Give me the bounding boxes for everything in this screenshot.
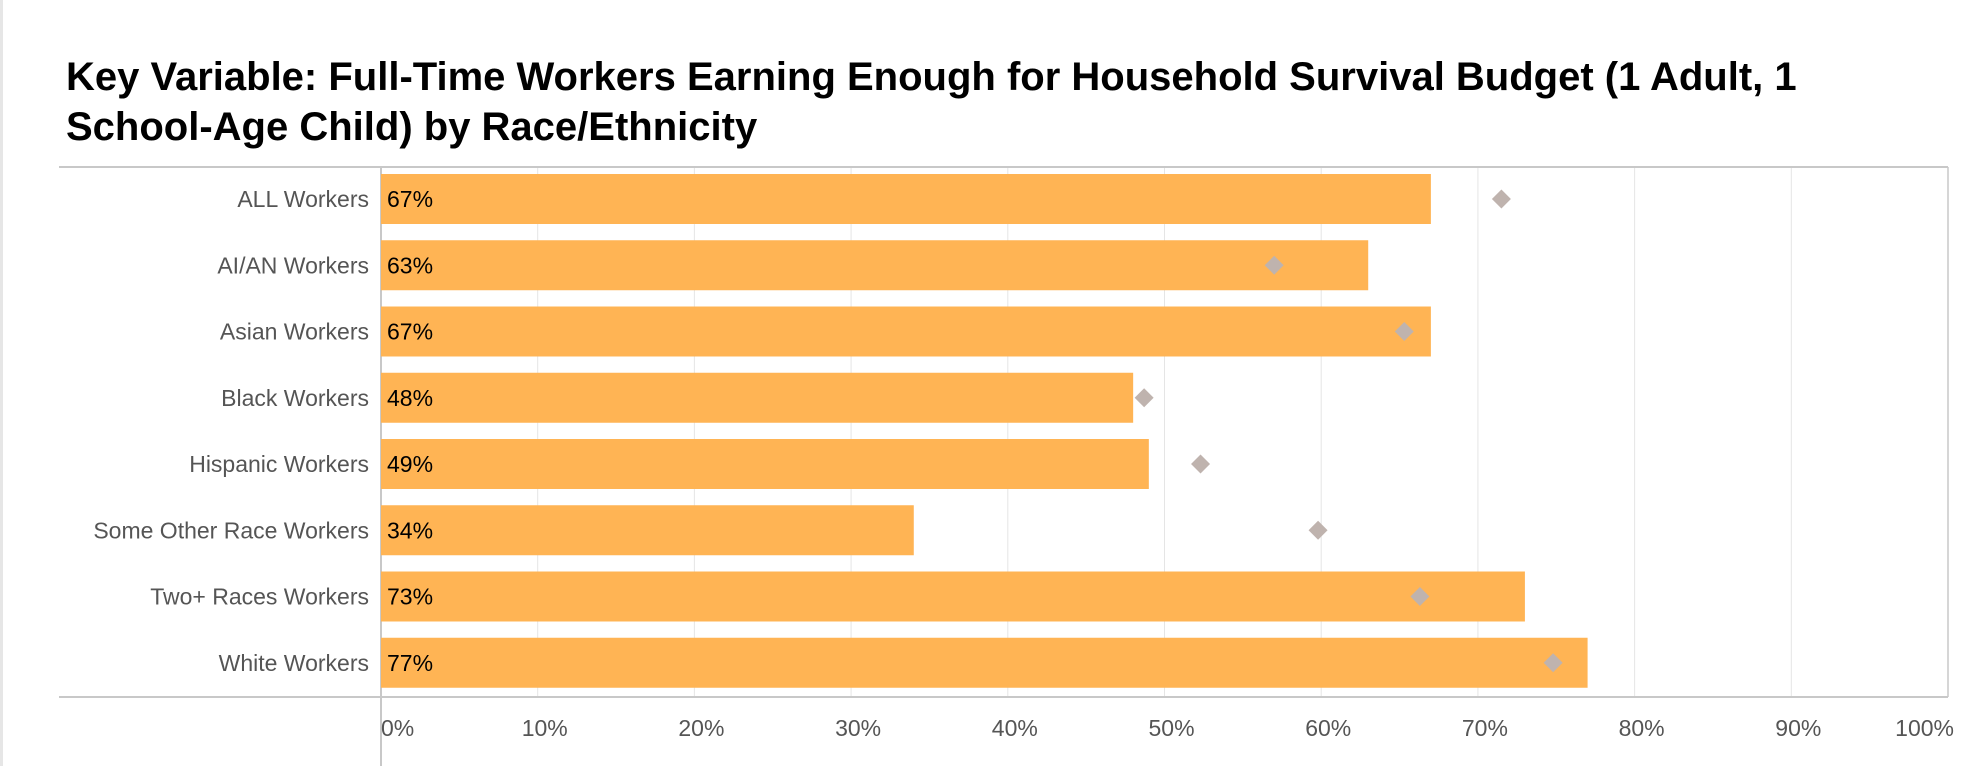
left-border (0, 0, 3, 766)
comparison-marker (1134, 388, 1154, 408)
comparison-marker (1264, 255, 1284, 275)
bar (381, 372, 1134, 423)
x-tick-label: 0% (381, 715, 414, 741)
comparison-marker (1410, 587, 1430, 606)
bar (381, 240, 1369, 291)
bar (381, 505, 914, 556)
x-tick-label: 20% (678, 715, 724, 741)
x-tick-label: 10% (522, 715, 568, 741)
category-label: Two+ Races Workers (150, 584, 369, 610)
data-label: 73% (387, 584, 433, 610)
data-label: 63% (387, 252, 433, 278)
comparison-marker (1394, 322, 1414, 341)
chart-title: Key Variable: Full-Time Workers Earning … (66, 55, 1797, 149)
data-label: 67% (387, 319, 433, 345)
data-label: 34% (387, 517, 433, 543)
data-label: 48% (387, 385, 433, 411)
category-label: Asian Workers (220, 319, 369, 345)
bar (381, 637, 1588, 688)
bar (381, 306, 1431, 357)
x-tick-label: 70% (1462, 715, 1508, 741)
category-label: AI/AN Workers (217, 252, 369, 278)
category-label: Hispanic Workers (189, 451, 369, 477)
comparison-marker (1543, 653, 1563, 673)
category-label: ALL Workers (237, 186, 369, 212)
x-tick-label: 60% (1305, 715, 1351, 741)
comparison-marker (1308, 520, 1328, 540)
x-tick-label: 40% (992, 715, 1038, 741)
comparison-marker (1191, 454, 1211, 474)
bar (381, 571, 1525, 622)
bar (381, 439, 1149, 489)
x-tick-label: 30% (835, 715, 881, 741)
x-tick-label: 90% (1775, 715, 1821, 741)
category-label: Some Other Race Workers (93, 517, 369, 543)
x-tick-label: 50% (1149, 715, 1195, 741)
category-label: Black Workers (221, 385, 369, 411)
data-label: 77% (387, 650, 433, 676)
comparison-marker (1491, 189, 1511, 209)
bar (381, 174, 1431, 224)
x-tick-label: 80% (1619, 715, 1665, 741)
x-tick-label: 100% (1895, 715, 1954, 741)
category-label: White Workers (219, 650, 369, 676)
data-label: 49% (387, 451, 433, 477)
data-label: 67% (387, 186, 433, 212)
